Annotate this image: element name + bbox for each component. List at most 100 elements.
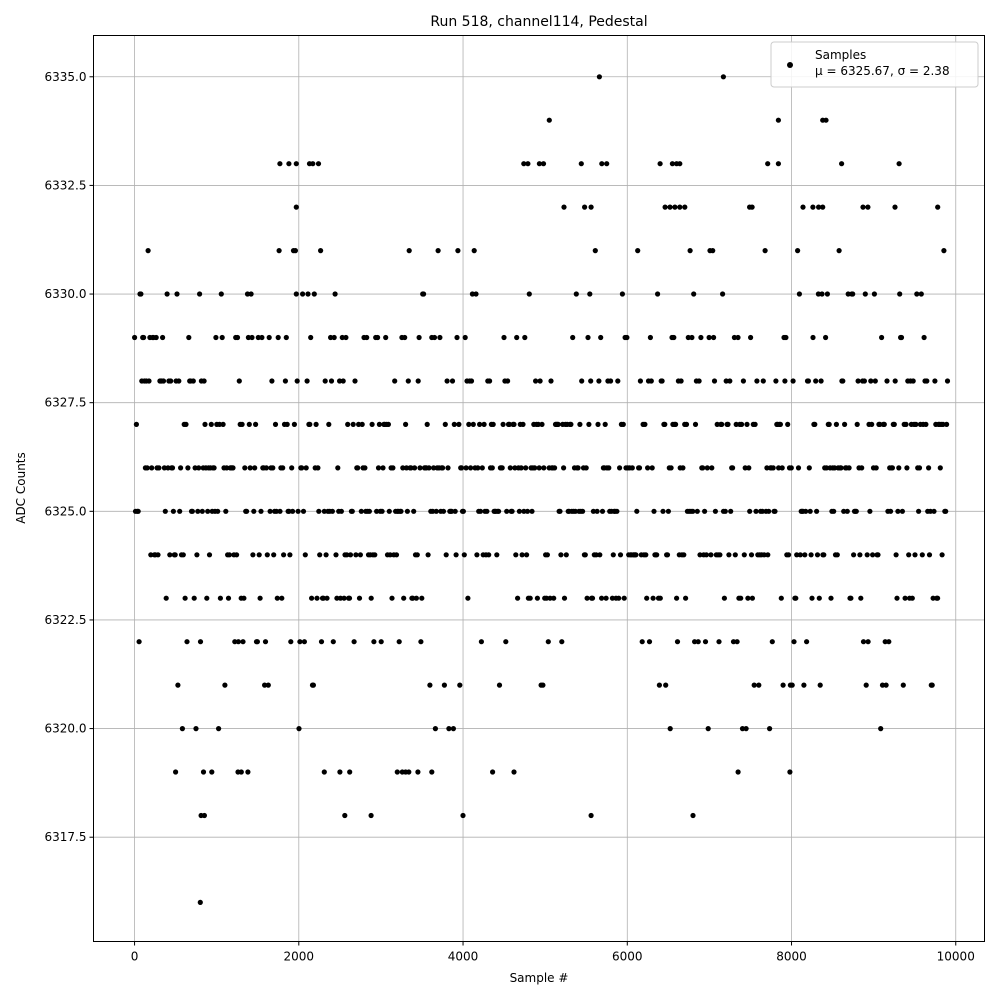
data-point	[602, 421, 608, 427]
data-point	[587, 291, 593, 297]
data-point-outlier	[823, 117, 829, 123]
data-point	[204, 595, 210, 601]
data-point	[609, 595, 616, 601]
y-tick-label: 6335.0	[45, 70, 87, 84]
data-point	[568, 421, 574, 427]
data-point	[246, 421, 252, 427]
data-point	[883, 682, 889, 688]
data-point	[175, 682, 181, 688]
data-point	[197, 639, 204, 645]
data-point	[230, 465, 236, 471]
data-point	[254, 639, 260, 645]
data-point	[579, 378, 585, 384]
data-point	[405, 378, 411, 384]
x-tick-label: 4000	[448, 950, 479, 964]
data-point	[202, 421, 208, 427]
data-point	[719, 421, 725, 427]
data-point	[663, 682, 669, 688]
data-point	[303, 465, 309, 471]
data-point	[518, 465, 524, 471]
data-point	[650, 595, 656, 601]
data-point	[222, 682, 228, 688]
data-point	[174, 291, 180, 297]
data-point	[739, 726, 746, 732]
data-point	[741, 552, 747, 558]
data-point	[831, 508, 837, 514]
data-point	[408, 465, 414, 471]
data-point	[655, 291, 661, 297]
data-point	[239, 421, 245, 427]
data-point	[355, 465, 361, 471]
data-point	[416, 334, 422, 341]
data-point	[197, 291, 203, 297]
data-point	[240, 639, 246, 645]
data-point	[590, 508, 597, 514]
data-point	[456, 421, 462, 427]
data-point	[427, 682, 433, 688]
data-point	[651, 508, 657, 514]
data-point	[647, 334, 654, 341]
data-point	[350, 421, 356, 427]
data-point	[241, 595, 247, 601]
data-point	[637, 378, 644, 384]
data-point-outlier	[293, 161, 299, 167]
data-point-outlier	[677, 204, 683, 210]
data-point	[250, 552, 256, 558]
data-point	[540, 682, 546, 688]
data-point	[708, 552, 714, 558]
data-point	[841, 508, 847, 514]
data-point	[599, 508, 606, 514]
data-point	[770, 465, 776, 471]
data-point	[274, 595, 280, 601]
data-point	[484, 508, 490, 514]
data-point	[375, 465, 382, 471]
data-point	[323, 552, 329, 558]
data-point	[860, 639, 867, 645]
data-point	[218, 291, 224, 297]
data-point	[195, 508, 201, 514]
data-point	[165, 465, 171, 471]
data-point	[346, 595, 353, 601]
data-point	[527, 595, 533, 601]
data-point	[366, 508, 372, 514]
data-point-outlier	[490, 769, 496, 775]
data-point	[176, 378, 182, 384]
data-point	[149, 465, 155, 471]
data-point	[511, 421, 517, 427]
data-point	[559, 639, 565, 645]
y-tick-label: 6332.5	[45, 178, 87, 192]
data-point	[766, 508, 772, 514]
data-point	[309, 595, 315, 601]
data-point	[751, 682, 757, 688]
data-point	[211, 465, 217, 471]
data-point-outlier	[667, 204, 673, 210]
data-point	[789, 682, 795, 688]
data-point-outlier	[238, 769, 244, 775]
data-point	[225, 595, 232, 601]
data-point	[270, 465, 276, 471]
data-point	[748, 552, 755, 558]
plot-background	[93, 35, 985, 942]
data-point	[318, 639, 325, 645]
data-point	[760, 378, 766, 384]
data-point	[524, 508, 531, 514]
data-point	[318, 248, 324, 254]
data-point	[455, 248, 461, 254]
data-point-outlier	[511, 769, 517, 775]
data-point	[683, 421, 690, 427]
data-point	[132, 334, 138, 341]
data-point	[251, 508, 257, 514]
data-point	[746, 465, 752, 471]
data-point	[371, 639, 377, 645]
data-point	[512, 465, 518, 471]
data-point	[598, 334, 604, 341]
data-point-outlier	[662, 204, 668, 210]
data-point	[690, 508, 696, 514]
data-point-outlier	[720, 74, 727, 80]
data-point	[570, 334, 576, 341]
data-point	[916, 508, 922, 514]
data-point	[172, 552, 178, 558]
data-point	[617, 465, 623, 471]
data-point	[897, 291, 903, 297]
data-point	[858, 595, 864, 601]
